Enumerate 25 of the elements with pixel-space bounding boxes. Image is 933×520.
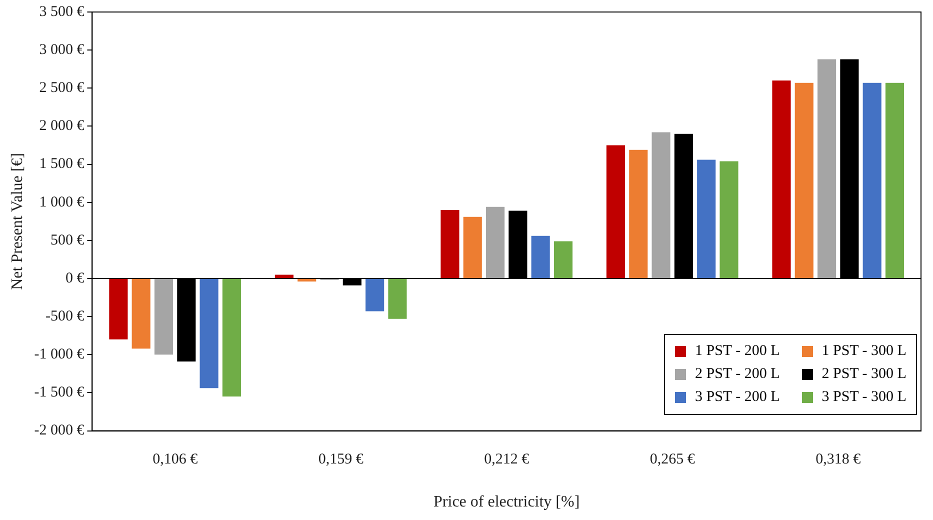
legend-label: 2 PST - 200 L bbox=[694, 366, 780, 383]
y-tick-label: -2 000 € bbox=[34, 422, 85, 439]
x-tick-label: 0,159 € bbox=[318, 452, 364, 468]
y-tick-label: 2 500 € bbox=[39, 80, 85, 96]
x-tick-label: 0,106 € bbox=[152, 452, 198, 468]
x-tick-label: 0,318 € bbox=[816, 452, 862, 468]
legend-label: 1 PST - 300 L bbox=[820, 342, 906, 360]
y-tick-label: 500 € bbox=[50, 232, 85, 248]
y-tick-label: -500 € bbox=[45, 308, 85, 325]
y-tick-label: 1 000 € bbox=[39, 194, 85, 210]
x-tick-label: 0,212 € bbox=[484, 452, 530, 468]
x-axis-title: Price of electricity [%] bbox=[434, 494, 580, 511]
legend-label: 2 PST - 300 L bbox=[820, 366, 906, 383]
y-tick-label: 3 000 € bbox=[39, 42, 85, 58]
legend-label: 1 PST - 200 L bbox=[694, 342, 780, 360]
y-tick-label: -1 500 € bbox=[34, 384, 85, 401]
legend-label: 3 PST - 300 L bbox=[820, 388, 906, 406]
y-tick-label: 2 000 € bbox=[39, 118, 85, 134]
y-tick-label: 0 € bbox=[65, 270, 85, 286]
y-tick-label: -1 000 € bbox=[34, 346, 85, 363]
x-tick-label: 0,265 € bbox=[650, 452, 696, 468]
y-tick-label: 1 500 € bbox=[39, 156, 85, 172]
legend-label: 3 PST - 200 L bbox=[694, 388, 780, 406]
y-tick-label: 3 500 € bbox=[39, 4, 85, 20]
y-axis-title: Net Present Value [€] bbox=[8, 152, 26, 290]
